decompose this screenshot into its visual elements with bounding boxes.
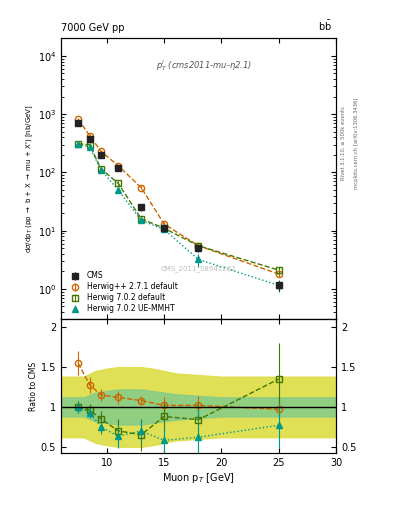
- Y-axis label: Ratio to CMS: Ratio to CMS: [29, 361, 38, 411]
- Text: 7000 GeV pp: 7000 GeV pp: [61, 23, 125, 33]
- Text: p$^l_T$ (cms2011-mu-$\eta$2.1): p$^l_T$ (cms2011-mu-$\eta$2.1): [156, 58, 252, 73]
- Y-axis label: d$\sigma$/dp$_T$ (pp $\to$ b + X $\to$ mu + X') [nb/GeV]: d$\sigma$/dp$_T$ (pp $\to$ b + X $\to$ m…: [24, 104, 35, 253]
- Text: b$\bar{\mathsf{b}}$: b$\bar{\mathsf{b}}$: [318, 19, 332, 33]
- X-axis label: Muon p$_T$ [GeV]: Muon p$_T$ [GeV]: [162, 471, 235, 485]
- Text: CMS_2011_S8941262: CMS_2011_S8941262: [161, 265, 236, 272]
- Text: mcplots.cern.ch [arXiv:1306.3436]: mcplots.cern.ch [arXiv:1306.3436]: [354, 98, 359, 189]
- Legend: CMS, Herwig++ 2.7.1 default, Herwig 7.0.2 default, Herwig 7.0.2 UE-MMHT: CMS, Herwig++ 2.7.1 default, Herwig 7.0.…: [65, 269, 180, 315]
- Text: Rivet 3.1.10, ≥ 500k events: Rivet 3.1.10, ≥ 500k events: [341, 106, 346, 180]
